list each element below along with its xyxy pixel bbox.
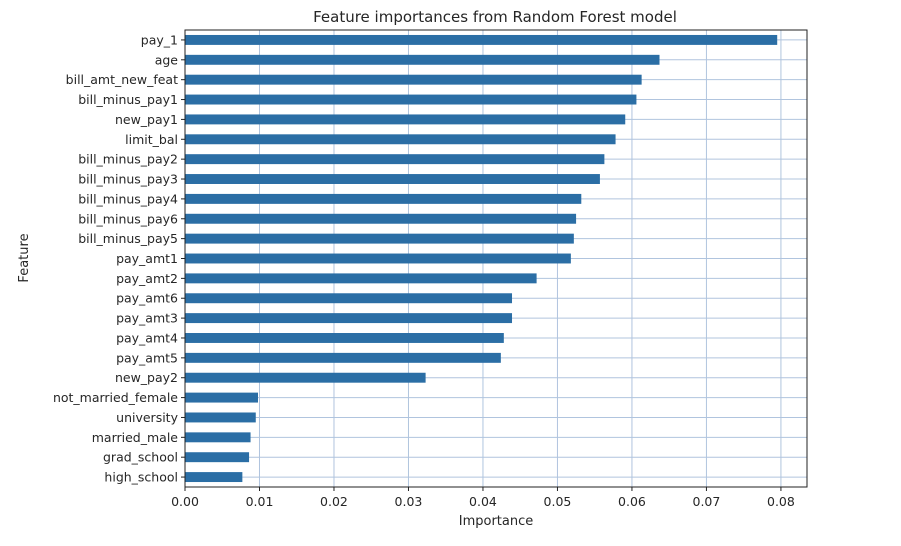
y-tick-label: bill_minus_pay3 — [78, 172, 178, 187]
bar-bill-minus-pay3 — [185, 174, 600, 184]
bar-bill-minus-pay5 — [185, 233, 574, 244]
bar-pay-amt6 — [185, 293, 513, 304]
x-tick-label: 0.02 — [320, 494, 348, 509]
y-tick-label: married_male — [92, 430, 179, 445]
x-tick-label: 0.05 — [544, 494, 572, 509]
x-tick-label: 0.04 — [469, 494, 497, 509]
bar-high-school — [185, 472, 243, 483]
y-tick-label: age — [155, 52, 179, 67]
bar-bill-minus-pay2 — [185, 154, 605, 165]
y-tick-label: bill_minus_pay6 — [78, 211, 178, 226]
bar-married-male — [185, 432, 251, 443]
bar-not-married-female — [185, 392, 259, 403]
y-tick-label: high_school — [104, 470, 178, 485]
y-tick-label: pay_amt2 — [116, 271, 178, 286]
x-tick-label: 0.07 — [693, 494, 721, 509]
bar-bill-minus-pay1 — [185, 94, 637, 105]
bar-university — [185, 412, 256, 423]
bar-pay-amt5 — [185, 352, 501, 363]
bar-pay-amt1 — [185, 253, 571, 264]
y-tick-label: bill_minus_pay1 — [78, 92, 178, 107]
chart-title: Feature importances from Random Forest m… — [313, 8, 677, 26]
y-axis-label: Feature — [17, 233, 32, 282]
y-tick-label: bill_minus_pay2 — [78, 152, 178, 167]
y-tick-label: university — [116, 410, 178, 425]
y-tick-label: bill_minus_pay5 — [78, 231, 178, 246]
bar-layer — [185, 34, 778, 483]
y-tick-label: pay_amt1 — [116, 251, 178, 266]
x-tick-label: 0.03 — [395, 494, 423, 509]
tick-layer: 0.00 0.01 0.02 0.03 0.04 0.05 0.06 0.07 0.08 pay_… — [53, 32, 795, 509]
bar-bill-amt-new-feat — [185, 74, 642, 85]
y-tick-label: new_pay1 — [115, 112, 178, 127]
y-tick-label: pay_amt3 — [116, 311, 178, 326]
bar-grad-school — [185, 452, 250, 463]
y-tick-label: bill_minus_pay4 — [78, 191, 178, 206]
bar-age — [185, 54, 660, 65]
y-tick-label: new_pay2 — [115, 370, 178, 385]
y-tick-label: limit_bal — [125, 132, 178, 147]
y-tick-label: pay_1 — [141, 32, 178, 47]
bar-pay-amt2 — [185, 273, 537, 284]
bar-new-pay1 — [185, 114, 626, 125]
y-tick-label: not_married_female — [53, 390, 178, 405]
y-tick-label: pay_amt4 — [116, 330, 178, 345]
bar-new-pay2 — [185, 372, 426, 383]
y-tick-label: pay_amt5 — [116, 350, 178, 365]
bar-pay-1 — [185, 34, 778, 45]
bar-limit-bal — [185, 134, 616, 145]
x-tick-label: 0.08 — [767, 494, 795, 509]
bar-pay-amt4 — [185, 333, 504, 343]
x-axis-label: Importance — [459, 514, 534, 529]
bar-bill-minus-pay4 — [185, 193, 582, 204]
y-tick-label: grad_school — [103, 450, 178, 465]
bar-pay-amt3 — [185, 313, 513, 324]
x-tick-label: 0.00 — [171, 494, 199, 509]
x-tick-label: 0.06 — [618, 494, 646, 509]
y-tick-label: pay_amt6 — [116, 291, 178, 306]
bar-bill-minus-pay6 — [185, 213, 577, 224]
x-tick-label: 0.01 — [246, 494, 274, 509]
y-tick-label: bill_amt_new_feat — [66, 72, 178, 87]
